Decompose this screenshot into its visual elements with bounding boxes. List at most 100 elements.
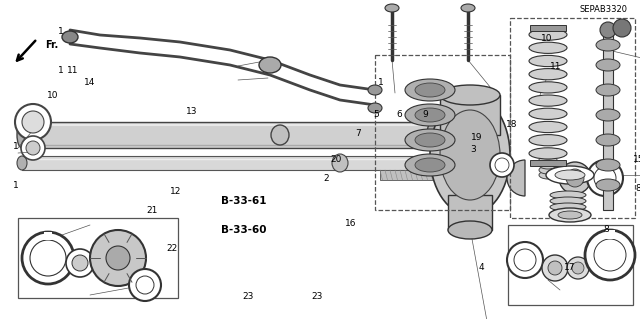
Ellipse shape <box>461 4 475 12</box>
Bar <box>508 225 633 305</box>
Circle shape <box>548 261 562 275</box>
Ellipse shape <box>539 156 557 164</box>
Ellipse shape <box>596 59 620 71</box>
Ellipse shape <box>529 95 567 106</box>
Circle shape <box>594 167 616 189</box>
Ellipse shape <box>415 108 445 122</box>
Circle shape <box>106 246 130 270</box>
Ellipse shape <box>405 129 455 151</box>
Ellipse shape <box>529 29 567 40</box>
Ellipse shape <box>440 110 500 200</box>
Ellipse shape <box>405 104 455 126</box>
Ellipse shape <box>529 135 567 146</box>
Text: 11: 11 <box>67 66 78 75</box>
Ellipse shape <box>385 4 399 12</box>
Text: 10: 10 <box>47 91 58 100</box>
Ellipse shape <box>62 31 78 43</box>
Ellipse shape <box>415 133 445 147</box>
Circle shape <box>594 239 626 271</box>
Bar <box>448 195 492 230</box>
Bar <box>18 218 178 298</box>
Ellipse shape <box>539 161 557 169</box>
Circle shape <box>136 276 154 294</box>
Text: 1: 1 <box>13 142 19 151</box>
Circle shape <box>90 230 146 286</box>
Ellipse shape <box>596 39 620 51</box>
Circle shape <box>72 255 88 271</box>
Ellipse shape <box>529 42 567 53</box>
Wedge shape <box>507 160 525 196</box>
Ellipse shape <box>539 166 557 174</box>
Text: 23: 23 <box>311 292 323 301</box>
Circle shape <box>572 262 584 274</box>
Text: 1: 1 <box>378 78 383 87</box>
Text: 11: 11 <box>550 63 561 71</box>
Ellipse shape <box>448 221 492 239</box>
Bar <box>603 25 613 210</box>
Ellipse shape <box>332 154 348 172</box>
Text: 2: 2 <box>324 174 329 183</box>
Circle shape <box>15 104 51 140</box>
Ellipse shape <box>529 108 567 119</box>
Ellipse shape <box>550 197 586 205</box>
Ellipse shape <box>539 171 557 179</box>
Ellipse shape <box>529 148 567 159</box>
Text: B-33-60: B-33-60 <box>221 225 266 235</box>
Circle shape <box>613 19 631 37</box>
Text: 1: 1 <box>58 66 63 75</box>
Text: 3: 3 <box>471 145 476 154</box>
Text: 8: 8 <box>636 184 640 193</box>
Ellipse shape <box>555 170 585 180</box>
Circle shape <box>542 255 568 281</box>
Circle shape <box>566 169 584 187</box>
Ellipse shape <box>596 159 620 171</box>
Text: 18: 18 <box>506 120 518 129</box>
Circle shape <box>600 22 616 38</box>
Ellipse shape <box>529 56 567 67</box>
Ellipse shape <box>17 156 27 170</box>
Circle shape <box>585 230 635 280</box>
Text: 7: 7 <box>356 130 361 138</box>
Text: Fr.: Fr. <box>45 40 58 50</box>
Ellipse shape <box>529 69 567 80</box>
Ellipse shape <box>596 179 620 191</box>
Text: 14: 14 <box>84 78 95 87</box>
Bar <box>22 122 432 148</box>
Ellipse shape <box>596 84 620 96</box>
Ellipse shape <box>546 166 594 184</box>
Ellipse shape <box>596 134 620 146</box>
Bar <box>605 230 615 239</box>
Circle shape <box>495 158 509 172</box>
Ellipse shape <box>550 191 586 199</box>
Circle shape <box>559 162 591 194</box>
Ellipse shape <box>405 79 455 101</box>
Text: 16: 16 <box>345 219 356 228</box>
Bar <box>440 95 500 135</box>
Text: 22: 22 <box>166 244 177 253</box>
Circle shape <box>567 257 589 279</box>
Text: 1: 1 <box>13 181 19 189</box>
Ellipse shape <box>427 122 437 148</box>
Ellipse shape <box>415 158 445 172</box>
Ellipse shape <box>596 109 620 121</box>
Ellipse shape <box>259 57 281 73</box>
Ellipse shape <box>415 83 445 97</box>
Text: 9: 9 <box>423 110 428 119</box>
Text: 19: 19 <box>471 133 483 142</box>
Ellipse shape <box>405 154 455 176</box>
Ellipse shape <box>17 122 27 148</box>
Text: 23: 23 <box>243 292 254 301</box>
Ellipse shape <box>529 82 567 93</box>
Circle shape <box>587 160 623 196</box>
Ellipse shape <box>558 211 582 219</box>
Text: B-33-61: B-33-61 <box>221 196 266 206</box>
Ellipse shape <box>529 122 567 133</box>
Text: 10: 10 <box>541 34 553 43</box>
Ellipse shape <box>539 151 557 159</box>
Circle shape <box>129 269 161 301</box>
Circle shape <box>514 249 536 271</box>
Circle shape <box>507 242 543 278</box>
Text: 4: 4 <box>479 263 484 272</box>
Text: 5: 5 <box>374 110 379 119</box>
Bar <box>380 170 598 180</box>
